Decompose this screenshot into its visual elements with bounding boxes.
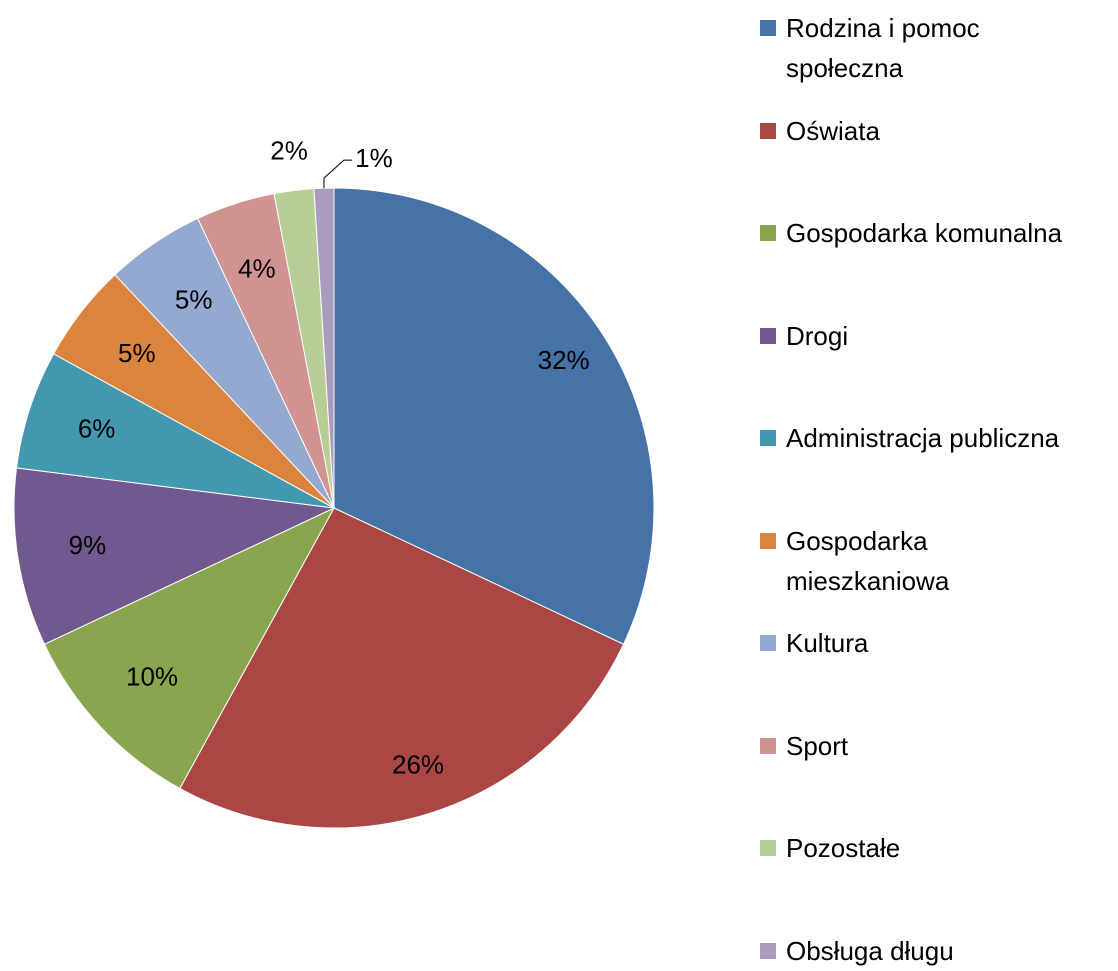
legend-swatch: [760, 327, 776, 344]
legend-label: Administracja publiczna: [786, 423, 1060, 453]
legend-swatch: [760, 737, 776, 754]
legend-item: Kultura: [760, 623, 1110, 663]
legend-label: Kultura: [786, 628, 869, 658]
pie-slice: [43, 506, 336, 790]
data-label: 4%: [238, 253, 276, 283]
legend-swatch: [760, 430, 776, 446]
legend-label: Gospodarka mieszkaniowa: [786, 525, 950, 596]
legend-label: Obsługa długu: [786, 935, 954, 966]
data-label: 6%: [78, 414, 116, 444]
legend-item: Pozostałe: [760, 828, 1110, 868]
leader-line: [323, 159, 352, 189]
legend-item: Drogi: [760, 316, 1110, 356]
data-label: 9%: [69, 530, 107, 560]
legend-label: Drogi: [786, 320, 849, 351]
pie-slice: [333, 187, 655, 645]
pie-slice: [179, 507, 625, 829]
legend-item: Gospodarka komunalna: [760, 213, 1110, 253]
data-label: 26%: [392, 750, 444, 780]
data-label: 1%: [355, 143, 393, 173]
pie-slice: [15, 353, 335, 509]
legend-swatch: [760, 532, 776, 549]
legend-swatch: [760, 635, 776, 651]
legend-item: Rodzina i pomoc społeczna: [760, 8, 1110, 88]
legend-item: Gospodarka mieszkaniowa: [760, 521, 1110, 601]
pie-slice: [13, 467, 336, 645]
legend-swatch: [760, 225, 776, 241]
data-label: 2%: [270, 135, 308, 165]
legend-label: Gospodarka komunalna: [786, 218, 1063, 248]
legend-swatch: [760, 122, 776, 139]
data-label: 5%: [175, 284, 213, 314]
legend-label: Rodzina i pomoc społeczna: [786, 13, 980, 83]
legend-item: Oświata: [760, 111, 1110, 151]
data-label: 10%: [126, 662, 178, 692]
legend-label: Pozostałe: [786, 833, 901, 863]
legend-swatch: [760, 20, 776, 36]
data-label: 5%: [118, 338, 156, 368]
legend-item: Administracja publiczna: [760, 418, 1110, 458]
data-label: 32%: [538, 345, 590, 375]
legend-item: Obsługa długu: [760, 931, 1110, 971]
legend-label: Sport: [786, 730, 849, 761]
legend-swatch: [760, 942, 776, 959]
legend-label: Oświata: [786, 115, 880, 146]
legend-item: Sport: [760, 726, 1110, 766]
legend-swatch: [760, 840, 776, 856]
